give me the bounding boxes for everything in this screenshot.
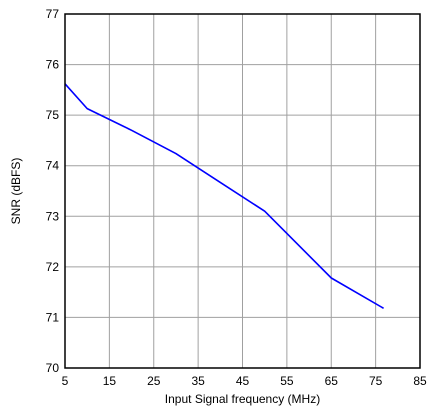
y-tick-label: 73: [46, 209, 60, 223]
y-tick-label: 72: [46, 260, 60, 274]
x-tick-label: 45: [236, 374, 250, 388]
x-axis-title: Input Signal frequency (MHz): [165, 392, 320, 406]
x-tick-label: 55: [280, 374, 294, 388]
y-axis-title: SNR (dBFS): [9, 158, 23, 225]
x-tick-label: 15: [103, 374, 117, 388]
plot-frame: [64, 13, 421, 369]
series-line: [64, 83, 385, 309]
y-tick-labels: 70 71 72 73 74 75 76 77: [46, 7, 60, 375]
x-tick-label: 75: [369, 374, 383, 388]
x-tick-labels: 5 15 25 35 45 55 65 75 85: [62, 374, 427, 388]
y-tick-label: 74: [46, 159, 60, 173]
y-tick-label: 71: [46, 310, 60, 324]
y-tick-label: 70: [46, 361, 60, 375]
series-group: [64, 83, 385, 309]
x-tick-label: 35: [191, 374, 205, 388]
x-tick-label: 85: [413, 374, 427, 388]
x-tick-label: 25: [147, 374, 161, 388]
grid-lines: [65, 14, 420, 368]
x-tick-label: 5: [62, 374, 69, 388]
x-tick-label: 65: [325, 374, 339, 388]
y-tick-label: 75: [46, 108, 60, 122]
y-tick-label: 76: [46, 58, 60, 72]
y-tick-label: 77: [46, 7, 60, 21]
